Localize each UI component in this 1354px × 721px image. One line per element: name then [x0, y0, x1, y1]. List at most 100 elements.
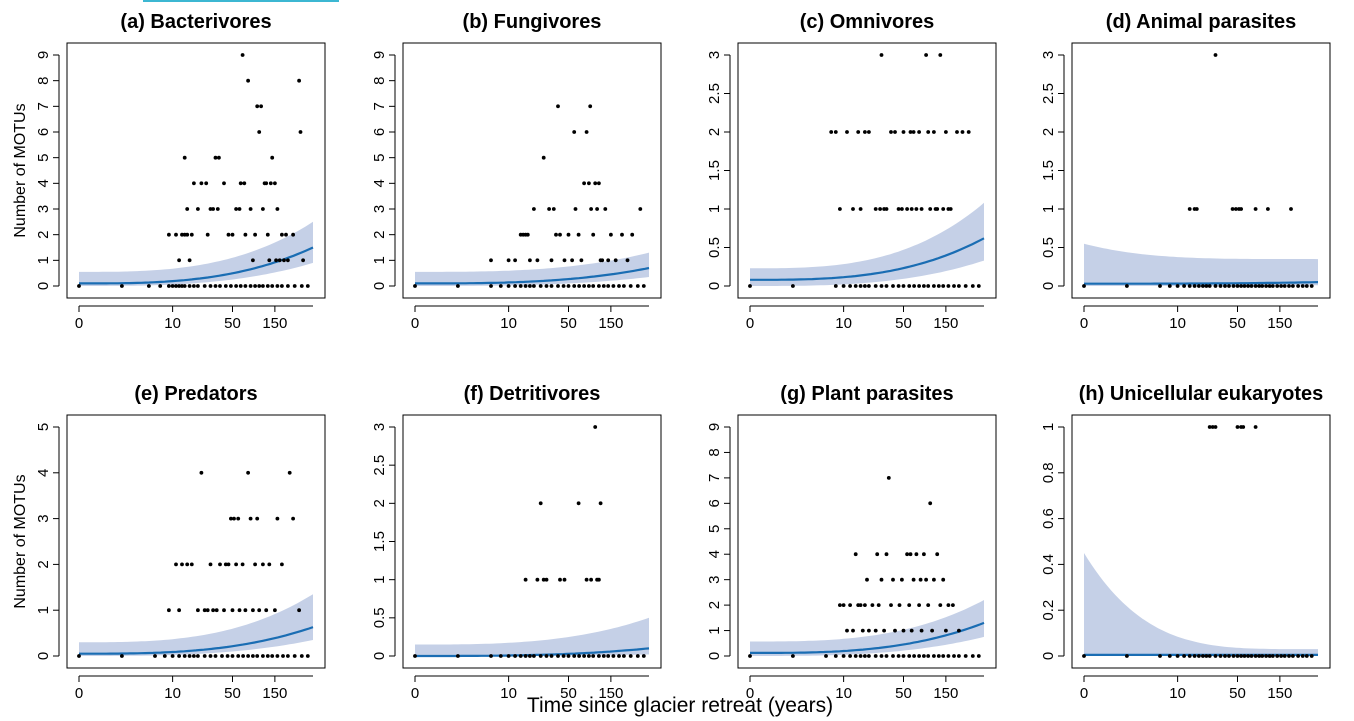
data-point — [185, 562, 190, 567]
data-point — [841, 654, 846, 658]
data-point — [1125, 654, 1129, 658]
y-tick-label: 3 — [35, 514, 52, 522]
data-point — [199, 470, 204, 475]
data-point — [162, 654, 167, 658]
data-point — [230, 654, 235, 658]
data-point — [297, 78, 301, 83]
data-point — [576, 232, 581, 237]
data-point — [845, 628, 849, 633]
data-point — [523, 284, 528, 288]
data-point — [901, 284, 906, 288]
data-point — [1304, 654, 1309, 658]
data-point — [1239, 654, 1243, 658]
data-point — [833, 654, 838, 658]
data-point — [226, 232, 231, 237]
data-point — [884, 284, 889, 288]
data-point — [951, 603, 955, 607]
data-point — [1282, 284, 1287, 288]
data-point — [944, 130, 948, 134]
fitted-curve — [415, 266, 650, 285]
data-point — [1235, 284, 1240, 288]
data-point — [970, 654, 975, 658]
data-point — [613, 258, 618, 263]
data-point — [1082, 654, 1086, 658]
data-point — [506, 258, 511, 263]
data-point — [196, 654, 200, 658]
data-point — [248, 207, 253, 211]
data-point — [909, 207, 914, 211]
data-point — [1266, 207, 1270, 211]
y-tick-label: 3 — [1040, 51, 1057, 59]
data-point — [280, 232, 284, 237]
data-point — [587, 654, 591, 658]
data-point — [932, 130, 936, 134]
y-tick-label: 0 — [371, 282, 388, 290]
data-point — [936, 284, 941, 288]
y-axis-label: Number of MOTUs — [12, 474, 29, 608]
data-point — [860, 628, 865, 633]
data-point — [513, 654, 517, 658]
data-point — [853, 552, 858, 557]
data-point — [281, 654, 285, 658]
confidence-band — [1084, 243, 1318, 286]
data-point — [282, 258, 286, 263]
data-point — [641, 284, 646, 288]
data-point — [213, 155, 218, 160]
data-point — [222, 608, 226, 613]
data-point — [196, 284, 200, 288]
y-tick-label: 0 — [35, 652, 52, 660]
data-point — [528, 654, 532, 658]
data-point — [748, 284, 752, 288]
data-point — [589, 207, 593, 211]
data-point — [1275, 654, 1280, 658]
y-tick-label: 1.5 — [371, 531, 388, 552]
data-point — [582, 181, 586, 186]
data-point — [547, 207, 551, 211]
data-point — [77, 284, 81, 288]
data-point — [838, 603, 842, 607]
panel-title: (b) Fungivores — [463, 11, 602, 33]
data-point — [867, 628, 871, 633]
x-tick-label: 50 — [224, 315, 241, 332]
data-point — [223, 562, 228, 567]
data-point — [541, 577, 546, 582]
data-point — [628, 284, 633, 288]
data-point — [635, 654, 640, 658]
data-point — [299, 654, 304, 658]
data-point — [251, 608, 255, 613]
data-point — [918, 577, 923, 582]
y-tick-label: 4 — [35, 179, 52, 187]
data-point — [1300, 284, 1305, 288]
data-point — [182, 284, 187, 288]
data-point — [901, 654, 906, 658]
data-point — [963, 654, 968, 658]
data-point — [1257, 654, 1262, 658]
data-point — [1213, 425, 1218, 429]
y-tick-label: 0 — [706, 282, 723, 290]
data-point — [513, 284, 517, 288]
data-point — [896, 284, 901, 288]
data-point — [858, 603, 863, 607]
data-point — [891, 577, 895, 582]
data-point — [976, 654, 981, 658]
x-axis-label: Time since glacier retreat (years) — [527, 694, 833, 717]
data-point — [180, 562, 184, 567]
data-point — [211, 207, 216, 211]
x-tick-label: 150 — [933, 685, 958, 702]
data-point — [213, 284, 218, 288]
data-point — [856, 130, 861, 134]
data-point — [1270, 654, 1275, 658]
data-point — [922, 284, 926, 288]
data-point — [297, 608, 301, 613]
data-point — [274, 258, 278, 263]
data-point — [182, 654, 187, 658]
x-tick-label: 150 — [262, 685, 287, 702]
data-point — [177, 608, 182, 613]
data-point — [858, 284, 863, 288]
y-tick-label: 2 — [706, 601, 723, 609]
data-point — [246, 654, 251, 658]
data-point — [1158, 654, 1162, 658]
data-point — [292, 654, 297, 658]
data-point — [215, 207, 220, 211]
data-point — [1253, 284, 1258, 288]
